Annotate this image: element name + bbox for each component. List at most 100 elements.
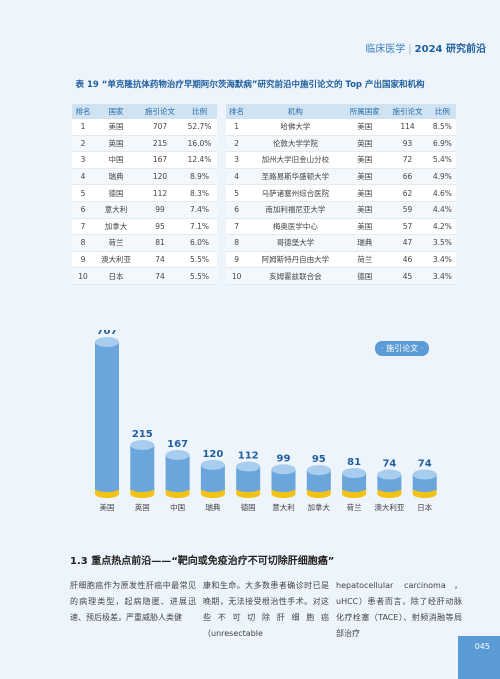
institution-table-row: 9 阿姆斯特丹自由大学 荷兰 46 3.4% (226, 251, 456, 269)
country-table-cell: 8.3% (182, 184, 217, 202)
bar-bottom-cap (271, 484, 296, 492)
institution-table-cell: 美国 (343, 218, 387, 236)
country-table-cell: 5 (72, 184, 94, 202)
bar-value-label: 74 (382, 459, 396, 470)
bar-top-cap (306, 465, 331, 476)
section-title: 1.3 重点热点前沿——“靶向或免疫治疗不可切除肝细胞癌” (70, 556, 335, 567)
header-section: 临床医学 (365, 44, 406, 55)
country-table-cell: 81 (138, 234, 183, 252)
table-title: 表 19 “单克隆抗体药物治疗早期阿尔茨海默病”研究前沿中施引论文的 Top 产… (75, 80, 425, 90)
institution-table-row: 1 哈佛大学 美国 114 8.5% (226, 119, 456, 136)
institution-table-cell: 47 (386, 234, 429, 252)
institution-table-cell: 荷兰 (343, 251, 387, 269)
country-table-header-cell: 排名 (72, 104, 94, 119)
bar-category-label: 德国 (241, 502, 256, 512)
institution-table-cell: 4 (226, 168, 248, 186)
chart-legend: · 施引论文 · (375, 341, 430, 356)
institution-table-cell: 伦敦大学学院 (247, 135, 344, 153)
bar-top-cap (236, 461, 261, 472)
bar-category-label: 英国 (135, 502, 150, 512)
bar-value-label: 215 (132, 429, 153, 440)
institution-table-cell: 美国 (343, 201, 387, 219)
institution-table: 排名 机构 所属国家 施引论文 比例 1 哈佛大学 美国 114 8.5% 2 伦敦大学学院 英国 93… (226, 104, 456, 285)
country-table-cell: 2 (72, 135, 94, 153)
page-number: 045 (474, 642, 490, 651)
paragraph-col-3: hepatocellular carcinoma，uHCC）患者而言，除了经肝动… (336, 581, 462, 638)
country-table-row: 3 中国 167 12.4% (72, 151, 217, 169)
bar-top-cap (130, 439, 155, 450)
institution-table-cell: 7 (226, 218, 248, 236)
bar (130, 444, 155, 490)
institution-table-cell: 哈佛大学 (247, 119, 344, 136)
institution-table-cell: 美国 (343, 168, 387, 186)
institution-table-cell: 亥姆霍兹联合会 (247, 267, 344, 285)
country-table-cell: 12.4% (182, 151, 217, 169)
institution-table-header-cell: 施引论文 (386, 104, 429, 119)
paragraph-col-2: 康和生命。大多数患者确诊时已是晚期，无法接受根治性手术。对这些不可切除肝细胞癌（… (203, 581, 329, 638)
bar-base-bottom (130, 490, 155, 498)
institution-table-cell: 5 (226, 184, 248, 202)
country-table-row: 9 澳大利亚 74 5.5% (72, 251, 217, 269)
bar-base-bottom (236, 490, 261, 498)
institution-table-cell: 2 (226, 135, 248, 153)
institution-table-cell: 8.5% (428, 119, 456, 136)
institution-table-cell: 57 (386, 218, 429, 236)
country-table-cell: 120 (138, 168, 183, 186)
country-table-cell: 112 (138, 184, 183, 202)
bar-base-bottom (95, 490, 119, 498)
institution-table-cell: 美国 (343, 151, 387, 169)
bar-base-bottom (412, 490, 437, 498)
country-table-row: 2 英国 215 16.0% (72, 135, 217, 153)
institution-table-cell: 阿姆斯特丹自由大学 (247, 251, 344, 269)
bar-category-label: 意大利 (272, 502, 295, 512)
institution-table-cell: 美国 (343, 184, 387, 202)
bar-value-label: 99 (277, 453, 291, 464)
country-table-cell: 6 (72, 201, 94, 219)
country-table-cell: 16.0% (182, 135, 217, 153)
institution-table-cell: 3.4% (428, 267, 456, 285)
bar-category-label: 荷兰 (347, 502, 362, 512)
bar-base-bottom (342, 490, 367, 498)
bar-top-cap (377, 469, 402, 480)
institution-table-cell: 45 (386, 267, 429, 285)
institution-table-row: 2 伦敦大学学院 英国 93 6.9% (226, 135, 456, 153)
country-table-cell: 荷兰 (94, 234, 139, 252)
bar-bottom-cap (342, 484, 367, 492)
country-table-cell: 99 (138, 201, 183, 219)
institution-table-cell: 59 (386, 201, 429, 219)
country-table-header-cell: 比例 (182, 104, 217, 119)
institution-table-header-cell: 排名 (226, 104, 248, 119)
institution-table-cell: 114 (386, 119, 429, 136)
institution-table-cell: 3.5% (428, 234, 456, 252)
bar-base-bottom (306, 490, 331, 498)
country-table-cell: 8 (72, 234, 94, 252)
country-table: 排名 国家 施引论文 比例 1 美国 707 52.7% 2 英国 215 16.0% 3 中国 167 1… (72, 104, 217, 285)
paragraph-col-1: 肝细胞癌作为原发性肝癌中最常见的病理类型，起病隐匿、进展迅速、预后极差，严重威胁… (70, 581, 196, 622)
country-table-body: 1 美国 707 52.7% 2 英国 215 16.0% 3 中国 167 12.4% 4 瑞典 120 8… (72, 119, 217, 285)
institution-table-header-cell: 比例 (428, 104, 456, 119)
bar-base-bottom (200, 490, 225, 498)
country-table-header-cell: 施引论文 (138, 104, 183, 119)
bar-category-label: 美国 (100, 502, 115, 512)
country-table-cell: 167 (138, 151, 183, 169)
country-table-cell: 95 (138, 218, 183, 236)
bar-top-cap (95, 337, 119, 347)
citing-papers-bar-chart: 707 美国 215 英国 167 中国 120 瑞典 112 德国 99 意大利 95 加拿大 81 荷兰 7… (95, 330, 437, 512)
country-table-cell: 5.5% (182, 267, 217, 285)
institution-table-cell: 加州大学旧金山分校 (247, 151, 344, 169)
bar-category-label: 瑞典 (205, 502, 220, 512)
institution-table-cell: 8 (226, 234, 248, 252)
institution-table-row: 5 马萨诸塞州综合医院 美国 62 4.6% (226, 184, 456, 202)
bar-category-label: 澳大利亚 (374, 502, 404, 512)
bar-bottom-cap (412, 484, 437, 492)
bar-value-label: 81 (347, 457, 361, 468)
country-table-cell: 8.9% (182, 168, 217, 186)
institution-table-cell: 62 (386, 184, 429, 202)
institution-table-cell: 英国 (343, 135, 387, 153)
country-table-cell: 6.0% (182, 234, 217, 252)
country-table-row: 4 瑞典 120 8.9% (72, 168, 217, 186)
institution-table-cell: 3.4% (428, 251, 456, 269)
header-subtitle: 2024 研究前沿 (414, 44, 486, 55)
bar-value-label: 95 (312, 454, 326, 465)
country-table-row: 8 荷兰 81 6.0% (72, 234, 217, 252)
